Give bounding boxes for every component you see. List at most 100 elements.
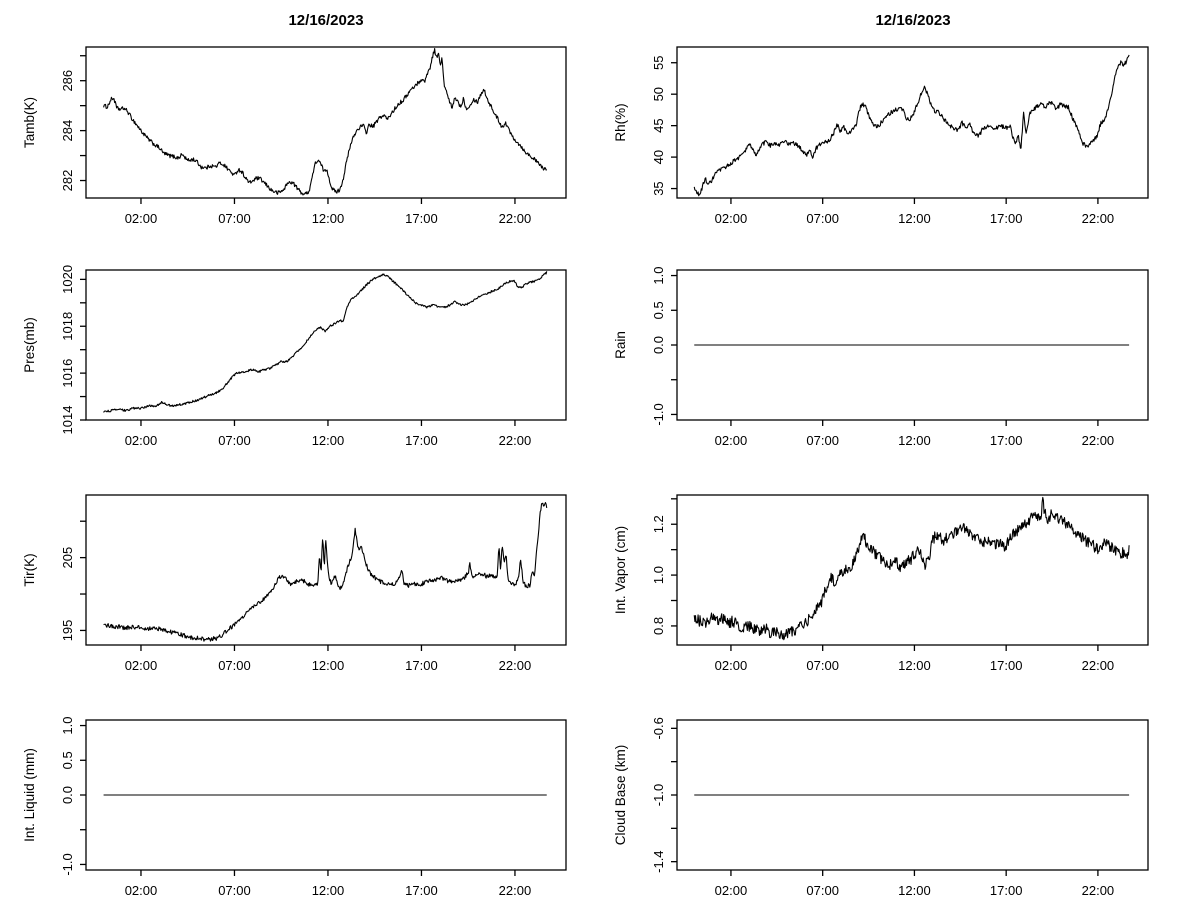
x-tick-label: 17:00 [405,883,438,898]
data-series-line [693,496,1130,641]
chart-liquid: 02:00 07:00 12:00 17:00 22:00 -1.0 0.0 0.5 1.0 In… [22,717,567,898]
panel-title-left: 12/16/2023 [288,12,364,29]
x-tick-label: 12:00 [898,883,931,898]
y-tick-label: -1.0 [651,784,666,806]
x-tick-label: 17:00 [990,883,1023,898]
x-tick-label: 07:00 [218,211,251,225]
x-tick-label: 02:00 [715,433,748,448]
y-tick-label: 55 [651,55,666,69]
y-axis-title: Tamb(K) [22,97,37,148]
x-tick-label: 22:00 [499,883,532,898]
y-tick-label: 205 [60,547,75,569]
x-tick-label: 12:00 [898,658,931,673]
y-axis-title: Tir(K) [22,553,37,586]
x-tick-label: 07:00 [806,433,839,448]
y-tick-label: 282 [60,170,75,192]
y-axis-title: Rh(%) [613,103,628,141]
x-tick-label: 22:00 [499,658,532,673]
y-axis-title: Pres(mb) [22,317,37,373]
y-tick-label: 45 [651,118,666,132]
y-tick-label: -0.6 [651,717,666,739]
data-series-line [693,54,1130,197]
x-tick-label: 22:00 [499,211,532,225]
chart-vapor: 02:00 07:00 12:00 17:00 22:00 0.8 1.0 1.2 Int. V… [613,494,1149,673]
y-tick-label: 286 [60,70,75,92]
y-tick-label: 1.0 [651,267,666,285]
y-tick-label: -1.0 [651,403,666,425]
x-tick-label: 17:00 [405,658,438,673]
panel-title-right: 12/16/2023 [875,12,951,29]
data-series-line [103,271,548,413]
x-tick-label: 12:00 [312,433,345,448]
x-tick-label: 12:00 [312,211,345,225]
plot-box [85,494,567,646]
x-tick-label: 07:00 [806,883,839,898]
y-tick-label: 1018 [60,312,75,341]
panel-rain: 02:00 07:00 12:00 17:00 22:00 -1.0 0.0 0.5 1.0 Ra… [600,225,1200,450]
x-tick-label: 22:00 [1082,211,1115,225]
chart-tir: 02:00 07:00 12:00 17:00 22:00 195 205 Tir(K) [22,494,567,673]
panel-rh: 12/16/2023 02:00 07:00 12:00 17:00 22:00 35 40… [600,0,1200,225]
chart-rh: 02:00 07:00 12:00 17:00 22:00 35 40 45 50 55 Rh(%) [613,46,1149,225]
y-tick-label: 1020 [60,265,75,294]
y-tick-label: 1.2 [651,515,666,533]
y-tick-label: 0.0 [651,336,666,354]
y-tick-label: -1.0 [60,853,75,875]
x-tick-label: 12:00 [312,658,345,673]
x-tick-label: 07:00 [806,211,839,225]
y-axis-title: Cloud Base (km) [613,745,628,846]
plot-box [676,494,1149,646]
panel-pres: 02:00 07:00 12:00 17:00 22:00 1014 1016 1018 102… [0,225,600,450]
x-tick-label: 22:00 [1082,658,1115,673]
x-tick-label: 07:00 [218,658,251,673]
chart-tamb: 02:00 07:00 12:00 17:00 22:00 282 284 286 Tamb(K… [22,46,567,225]
y-tick-label: 0.8 [651,617,666,635]
y-tick-label: 1.0 [60,717,75,735]
x-tick-label: 12:00 [898,211,931,225]
x-tick-label: 02:00 [125,211,158,225]
x-tick-label: 17:00 [405,433,438,448]
chart-rain: 02:00 07:00 12:00 17:00 22:00 -1.0 0.0 0.5 1.0 Ra… [613,267,1149,448]
panel-cloudbase: 02:00 07:00 12:00 17:00 22:00 -1.4 -1.0 -0.6 Clo… [600,675,1200,900]
y-axis-title: Int. Vapor (cm) [613,526,628,614]
panel-liquid: 02:00 07:00 12:00 17:00 22:00 -1.0 0.0 0.5 1.0 In… [0,675,600,900]
plot-box [85,46,567,199]
y-axis-title: Rain [613,331,628,359]
y-tick-label: 35 [651,181,666,195]
y-tick-label: 0.5 [651,301,666,319]
y-tick-label: 195 [60,620,75,642]
y-tick-label: -1.4 [651,850,666,872]
data-series-line [103,48,548,196]
data-series-line [103,502,548,642]
y-tick-label: 1016 [60,359,75,388]
x-tick-label: 02:00 [715,883,748,898]
y-tick-label: 0.0 [60,786,75,804]
x-tick-label: 02:00 [125,658,158,673]
chart-cloudbase: 02:00 07:00 12:00 17:00 22:00 -1.4 -1.0 -0.6 Clo… [613,717,1149,898]
x-tick-label: 07:00 [218,433,251,448]
x-tick-label: 22:00 [1082,433,1115,448]
y-tick-label: 0.5 [60,751,75,769]
x-tick-label: 02:00 [125,883,158,898]
panel-tir: 02:00 07:00 12:00 17:00 22:00 195 205 Tir(K) [0,450,600,675]
x-tick-label: 17:00 [990,658,1023,673]
x-tick-label: 12:00 [898,433,931,448]
x-tick-label: 22:00 [499,433,532,448]
x-tick-label: 17:00 [990,211,1023,225]
x-tick-label: 22:00 [1082,883,1115,898]
y-tick-label: 50 [651,87,666,101]
panel-vapor: 02:00 07:00 12:00 17:00 22:00 0.8 1.0 1.2 Int. V… [600,450,1200,675]
x-tick-label: 02:00 [715,658,748,673]
x-tick-label: 17:00 [990,433,1023,448]
x-tick-label: 07:00 [806,658,839,673]
x-tick-label: 12:00 [312,883,345,898]
x-tick-label: 17:00 [405,211,438,225]
x-tick-label: 02:00 [125,433,158,448]
y-tick-label: 284 [60,120,75,142]
y-tick-label: 1014 [60,406,75,435]
panel-tamb: 12/16/2023 02:00 07:00 12:00 17:00 22:00 282 2… [0,0,600,225]
y-axis-title: Int. Liquid (mm) [22,748,37,842]
y-tick-label: 1.0 [651,566,666,584]
x-tick-label: 02:00 [715,211,748,225]
